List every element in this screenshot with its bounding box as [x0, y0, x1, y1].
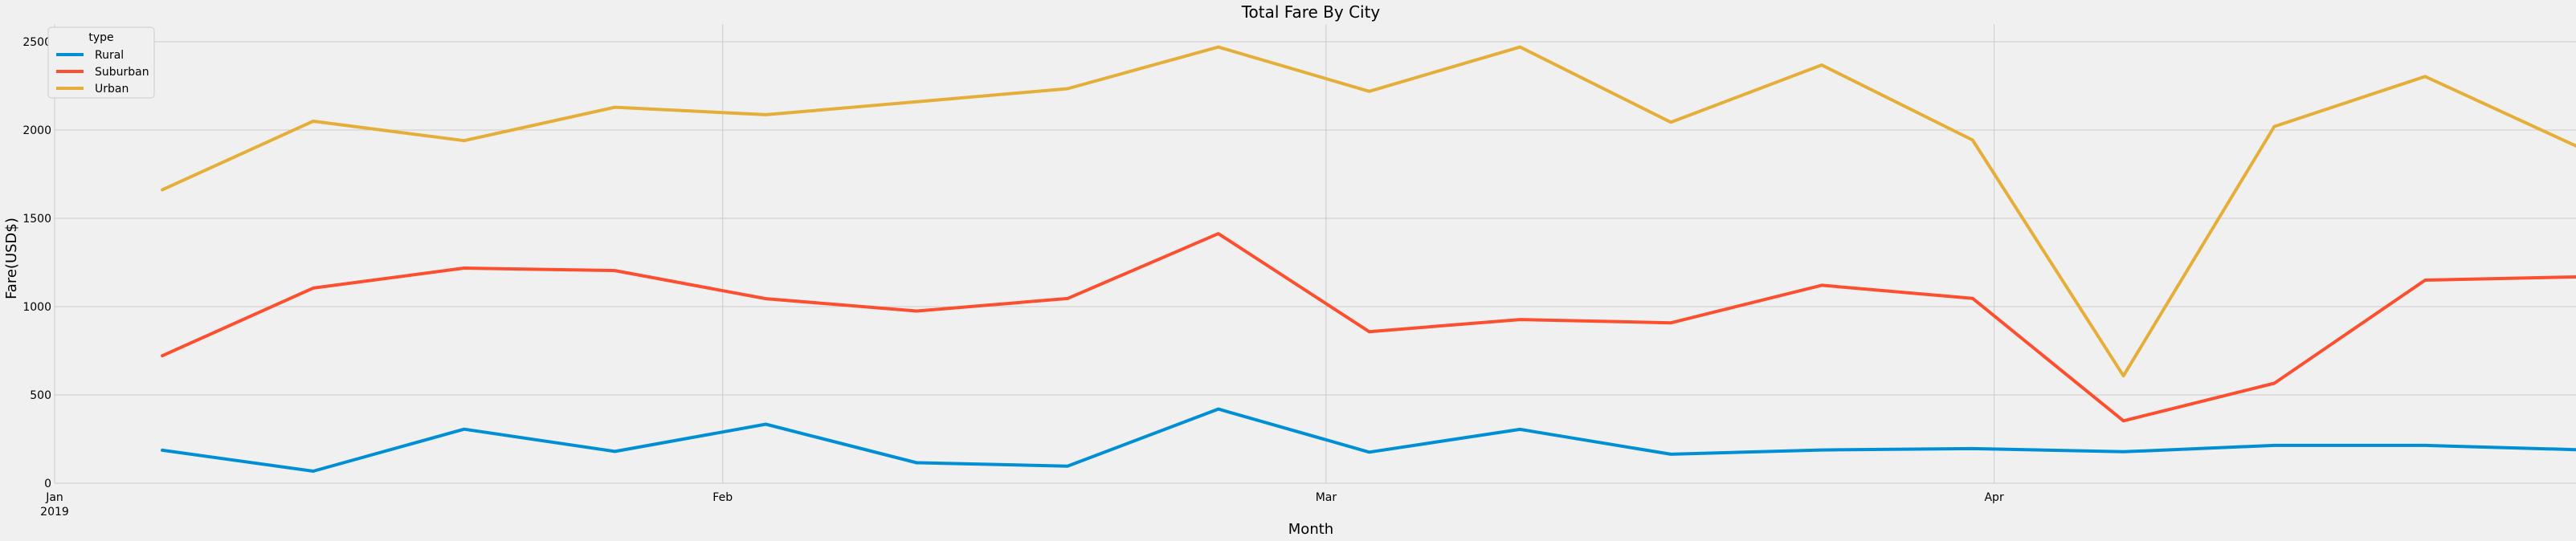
- legend-label-suburban: Suburban: [95, 66, 149, 79]
- series-line-urban: [161, 45, 2576, 378]
- legend-items: Rural Suburban Urban: [56, 49, 149, 96]
- y-tick-label: 0: [44, 478, 51, 490]
- x-tick-label: Feb: [712, 491, 733, 504]
- y-tick-label: 2500: [22, 36, 51, 49]
- legend-box: [47, 26, 155, 99]
- x-tick-sublabel: 2019: [40, 506, 69, 519]
- y-tick-label: 500: [30, 389, 51, 402]
- x-tick-labels: Jan 2019 Feb Mar Apr: [40, 491, 2004, 519]
- x-tick-label: Apr: [1984, 491, 2003, 504]
- legend-label-rural: Rural: [95, 49, 124, 62]
- y-tick-label: 1500: [22, 213, 51, 226]
- series-line-suburban: [161, 232, 2576, 423]
- y-tick-labels: 0 500 1000 1500 2000 2500: [22, 36, 51, 490]
- y-tick-label: 1000: [22, 301, 51, 314]
- x-tick-label: Mar: [1316, 491, 1337, 504]
- y-tick-label: 2000: [22, 124, 51, 137]
- x-axis-label: Month: [1288, 521, 1333, 538]
- chart-title: Total Fare By City: [1241, 2, 1381, 22]
- legend-label-urban: Urban: [95, 83, 129, 96]
- y-axis-label: Fare(USD$): [3, 218, 20, 299]
- legend-title: type: [88, 31, 113, 44]
- series-lines: [161, 45, 2576, 473]
- grid: [54, 24, 2576, 484]
- legend: type Rural Suburban Urban: [47, 26, 155, 99]
- x-tick-label: Jan: [45, 491, 63, 504]
- series-line-rural: [161, 407, 2576, 473]
